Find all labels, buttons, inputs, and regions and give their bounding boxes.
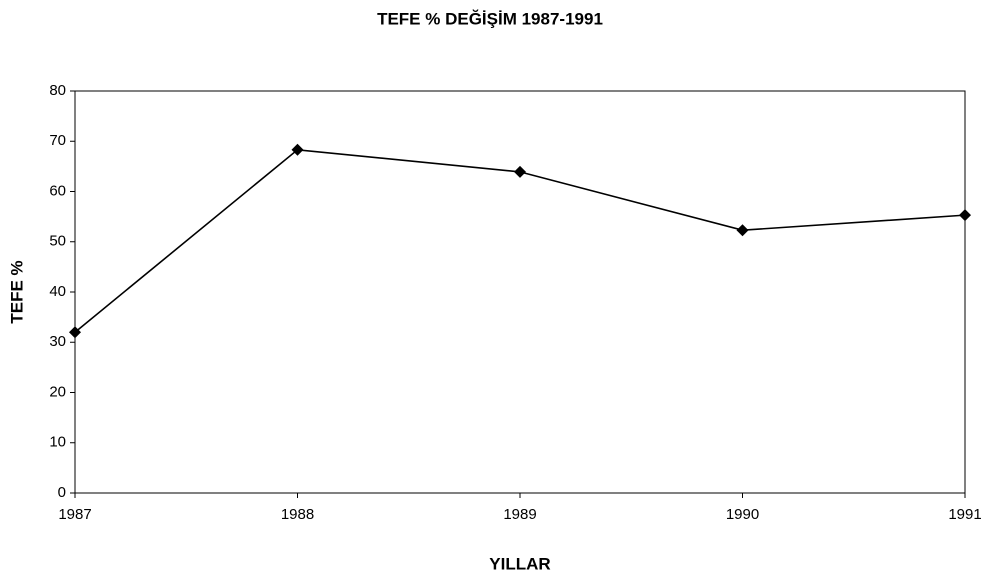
marker (514, 165, 526, 178)
marker (69, 326, 81, 339)
x-tick-label: 1988 (281, 506, 314, 523)
x-axis-label: YILLAR (489, 554, 550, 573)
marker (959, 209, 971, 222)
marker (291, 143, 304, 156)
y-tick-label: 70 (49, 132, 66, 149)
y-tick-label: 0 (58, 484, 66, 501)
plot-area (74, 90, 966, 494)
y-tick-label: 40 (49, 283, 66, 300)
y-tick-label: 50 (49, 233, 66, 250)
x-tick-label: 1987 (58, 506, 91, 523)
chart-title: TEFE % DEĞİŞİM 1987-1991 (377, 9, 603, 28)
y-tick-label: 30 (49, 333, 66, 350)
y-tick-label: 60 (49, 182, 66, 199)
y-tick-label: 10 (49, 434, 66, 451)
y-tick-label: 80 (49, 82, 66, 99)
x-tick-label: 1989 (503, 506, 536, 523)
y-tick-label: 20 (49, 383, 66, 400)
marker (736, 224, 749, 237)
x-tick-label: 1990 (726, 506, 759, 523)
x-tick-label: 1991 (948, 506, 981, 523)
y-axis-label: TEFE % (7, 260, 26, 323)
